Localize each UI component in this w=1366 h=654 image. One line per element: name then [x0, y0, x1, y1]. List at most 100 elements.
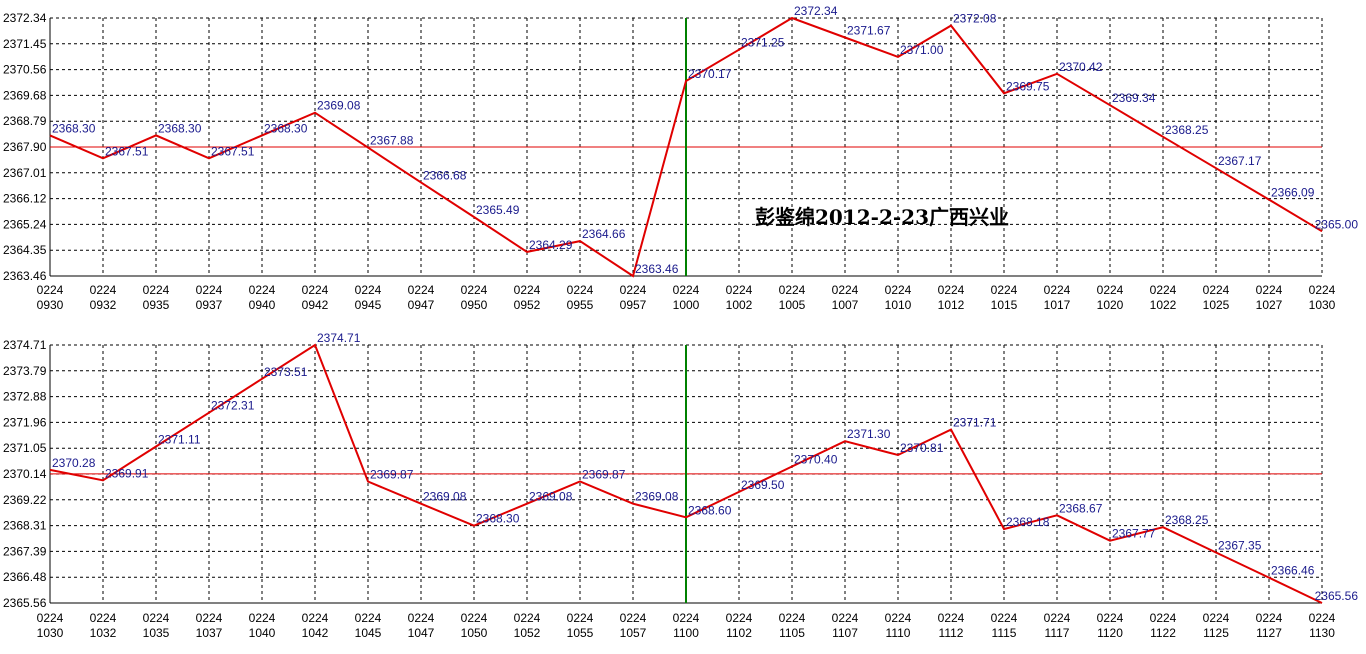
upper-y-tick-label: 2363.46 — [3, 269, 47, 283]
upper-x-tick-date: 0224 — [408, 283, 435, 297]
upper-x-tick-time: 1017 — [1044, 298, 1071, 312]
lower-data-label: 2370.81 — [900, 441, 944, 455]
upper-y-tick-label: 2372.34 — [3, 11, 47, 25]
lower-data-label: 2370.28 — [52, 456, 96, 470]
lower-x-tick-time: 1105 — [779, 626, 805, 640]
upper-x-tick-time: 1027 — [1256, 298, 1283, 312]
lower-data-label: 2373.51 — [264, 365, 308, 379]
upper-x-tick-time: 0945 — [355, 298, 382, 312]
upper-data-label: 2370.42 — [1059, 60, 1103, 74]
lower-x-tick-time: 1032 — [90, 626, 117, 640]
lower-x-tick-date: 0224 — [1150, 611, 1177, 625]
upper-x-tick-time: 0932 — [90, 298, 117, 312]
upper-data-label: 2366.09 — [1271, 186, 1315, 200]
lower-x-tick-date: 0224 — [832, 611, 859, 625]
upper-x-tick-date: 0224 — [1309, 283, 1336, 297]
lower-y-tick-label: 2371.05 — [3, 441, 47, 455]
lower-x-tick-date: 0224 — [461, 611, 488, 625]
lower-data-label: 2365.56 — [1315, 589, 1359, 603]
upper-x-tick-time: 1022 — [1150, 298, 1177, 312]
lower-y-tick-label: 2366.48 — [3, 570, 47, 584]
upper-series-line — [49, 16, 1323, 278]
lower-chart-panel: 2374.71 2373.79 2372.88 2371.96 2371.05 2370.… — [3, 331, 1358, 640]
upper-x-tick-time: 0950 — [461, 298, 488, 312]
upper-x-tick-date: 0224 — [355, 283, 382, 297]
upper-data-label: 2372.08 — [953, 12, 997, 26]
upper-x-tick-time: 1012 — [938, 298, 965, 312]
upper-chart-panel: 2372.34 2371.45 2370.56 2369.68 2368.79 2367.… — [3, 4, 1358, 312]
lower-x-tick-time: 1125 — [1203, 626, 1229, 640]
upper-x-tick-time: 0952 — [514, 298, 541, 312]
lower-y-tick-label: 2367.39 — [3, 544, 47, 558]
upper-x-tick-date: 0224 — [726, 283, 753, 297]
lower-y-tick-label: 2368.31 — [3, 519, 47, 533]
lower-x-tick-time: 1047 — [408, 626, 435, 640]
lower-x-tick-date: 0224 — [302, 611, 329, 625]
lower-data-label: 2367.77 — [1112, 527, 1156, 541]
upper-x-tick-time: 0942 — [302, 298, 329, 312]
lower-data-label: 2369.08 — [635, 490, 679, 504]
upper-data-label: 2365.49 — [476, 203, 520, 217]
lower-x-tick-date: 0224 — [1203, 611, 1230, 625]
lower-x-tick-time: 1045 — [355, 626, 382, 640]
lower-x-tick-date: 0224 — [779, 611, 806, 625]
lower-data-label: 2369.87 — [582, 467, 626, 481]
lower-x-tick-time: 1102 — [726, 626, 752, 640]
lower-data-label: 2367.35 — [1218, 539, 1262, 553]
upper-data-label: 2367.51 — [105, 144, 149, 158]
lower-x-tick-date: 0224 — [249, 611, 276, 625]
upper-x-tick-time: 0947 — [408, 298, 435, 312]
upper-x-tick-time: 1005 — [779, 298, 806, 312]
lower-x-tick-time: 1055 — [567, 626, 594, 640]
lower-data-label: 2372.31 — [211, 399, 255, 413]
upper-y-tick-label: 2371.45 — [3, 37, 47, 51]
upper-x-tick-date: 0224 — [1150, 283, 1177, 297]
upper-x-tick-date: 0224 — [991, 283, 1018, 297]
lower-data-label: 2368.67 — [1059, 501, 1103, 515]
lower-x-tick-time: 1115 — [992, 626, 1017, 640]
lower-x-tick-time: 1110 — [886, 626, 911, 640]
lower-data-label: 2374.71 — [317, 331, 361, 345]
lower-data-label: 2366.46 — [1271, 564, 1315, 578]
lower-x-tick-date: 0224 — [938, 611, 965, 625]
upper-x-tick-date: 0224 — [37, 283, 64, 297]
upper-x-tick-time: 0937 — [196, 298, 223, 312]
lower-data-label: 2369.50 — [741, 478, 785, 492]
upper-x-tick-date: 0224 — [90, 283, 117, 297]
upper-y-tick-label: 2365.24 — [3, 217, 47, 231]
lower-y-tick-label: 2373.79 — [3, 364, 47, 378]
lower-x-tick-date: 0224 — [355, 611, 382, 625]
lower-y-tick-label: 2370.14 — [3, 467, 47, 481]
upper-x-tick-date: 0224 — [673, 283, 700, 297]
lower-x-tick-date: 0224 — [143, 611, 170, 625]
lower-data-label: 2368.60 — [688, 503, 732, 517]
upper-x-tick-date: 0224 — [143, 283, 170, 297]
lower-y-tick-label: 2372.88 — [3, 390, 47, 404]
lower-x-tick-time: 1100 — [673, 626, 699, 640]
lower-y-tick-label: 2369.22 — [3, 493, 47, 507]
upper-data-label: 2368.30 — [158, 121, 202, 135]
upper-x-tick-time: 1020 — [1097, 298, 1124, 312]
lower-x-tick-date: 0224 — [514, 611, 541, 625]
lower-x-tick-time: 1057 — [620, 626, 647, 640]
upper-data-label: 2368.25 — [1165, 123, 1209, 137]
upper-data-label: 2371.67 — [847, 23, 891, 37]
lower-x-tick-date: 0224 — [90, 611, 117, 625]
upper-data-label: 2367.88 — [370, 134, 414, 148]
lower-data-label: 2370.40 — [794, 453, 838, 467]
upper-y-tick-label: 2364.35 — [3, 243, 47, 257]
upper-data-label: 2364.29 — [529, 238, 573, 252]
lower-y-tick-label: 2374.71 — [3, 338, 47, 352]
upper-data-label: 2367.51 — [211, 144, 255, 158]
lower-data-label: 2371.71 — [953, 416, 997, 430]
lower-data-label: 2368.25 — [1165, 513, 1209, 527]
upper-x-tick-date: 0224 — [885, 283, 912, 297]
upper-data-label: 2366.68 — [423, 168, 467, 182]
upper-y-tick-label: 2368.79 — [3, 114, 47, 128]
upper-x-tick-date: 0224 — [1044, 283, 1071, 297]
lower-y-tick-label: 2371.96 — [3, 415, 47, 429]
upper-data-label: 2371.00 — [900, 43, 944, 57]
lower-series-line — [49, 343, 1323, 604]
upper-x-tick-time: 0955 — [567, 298, 594, 312]
